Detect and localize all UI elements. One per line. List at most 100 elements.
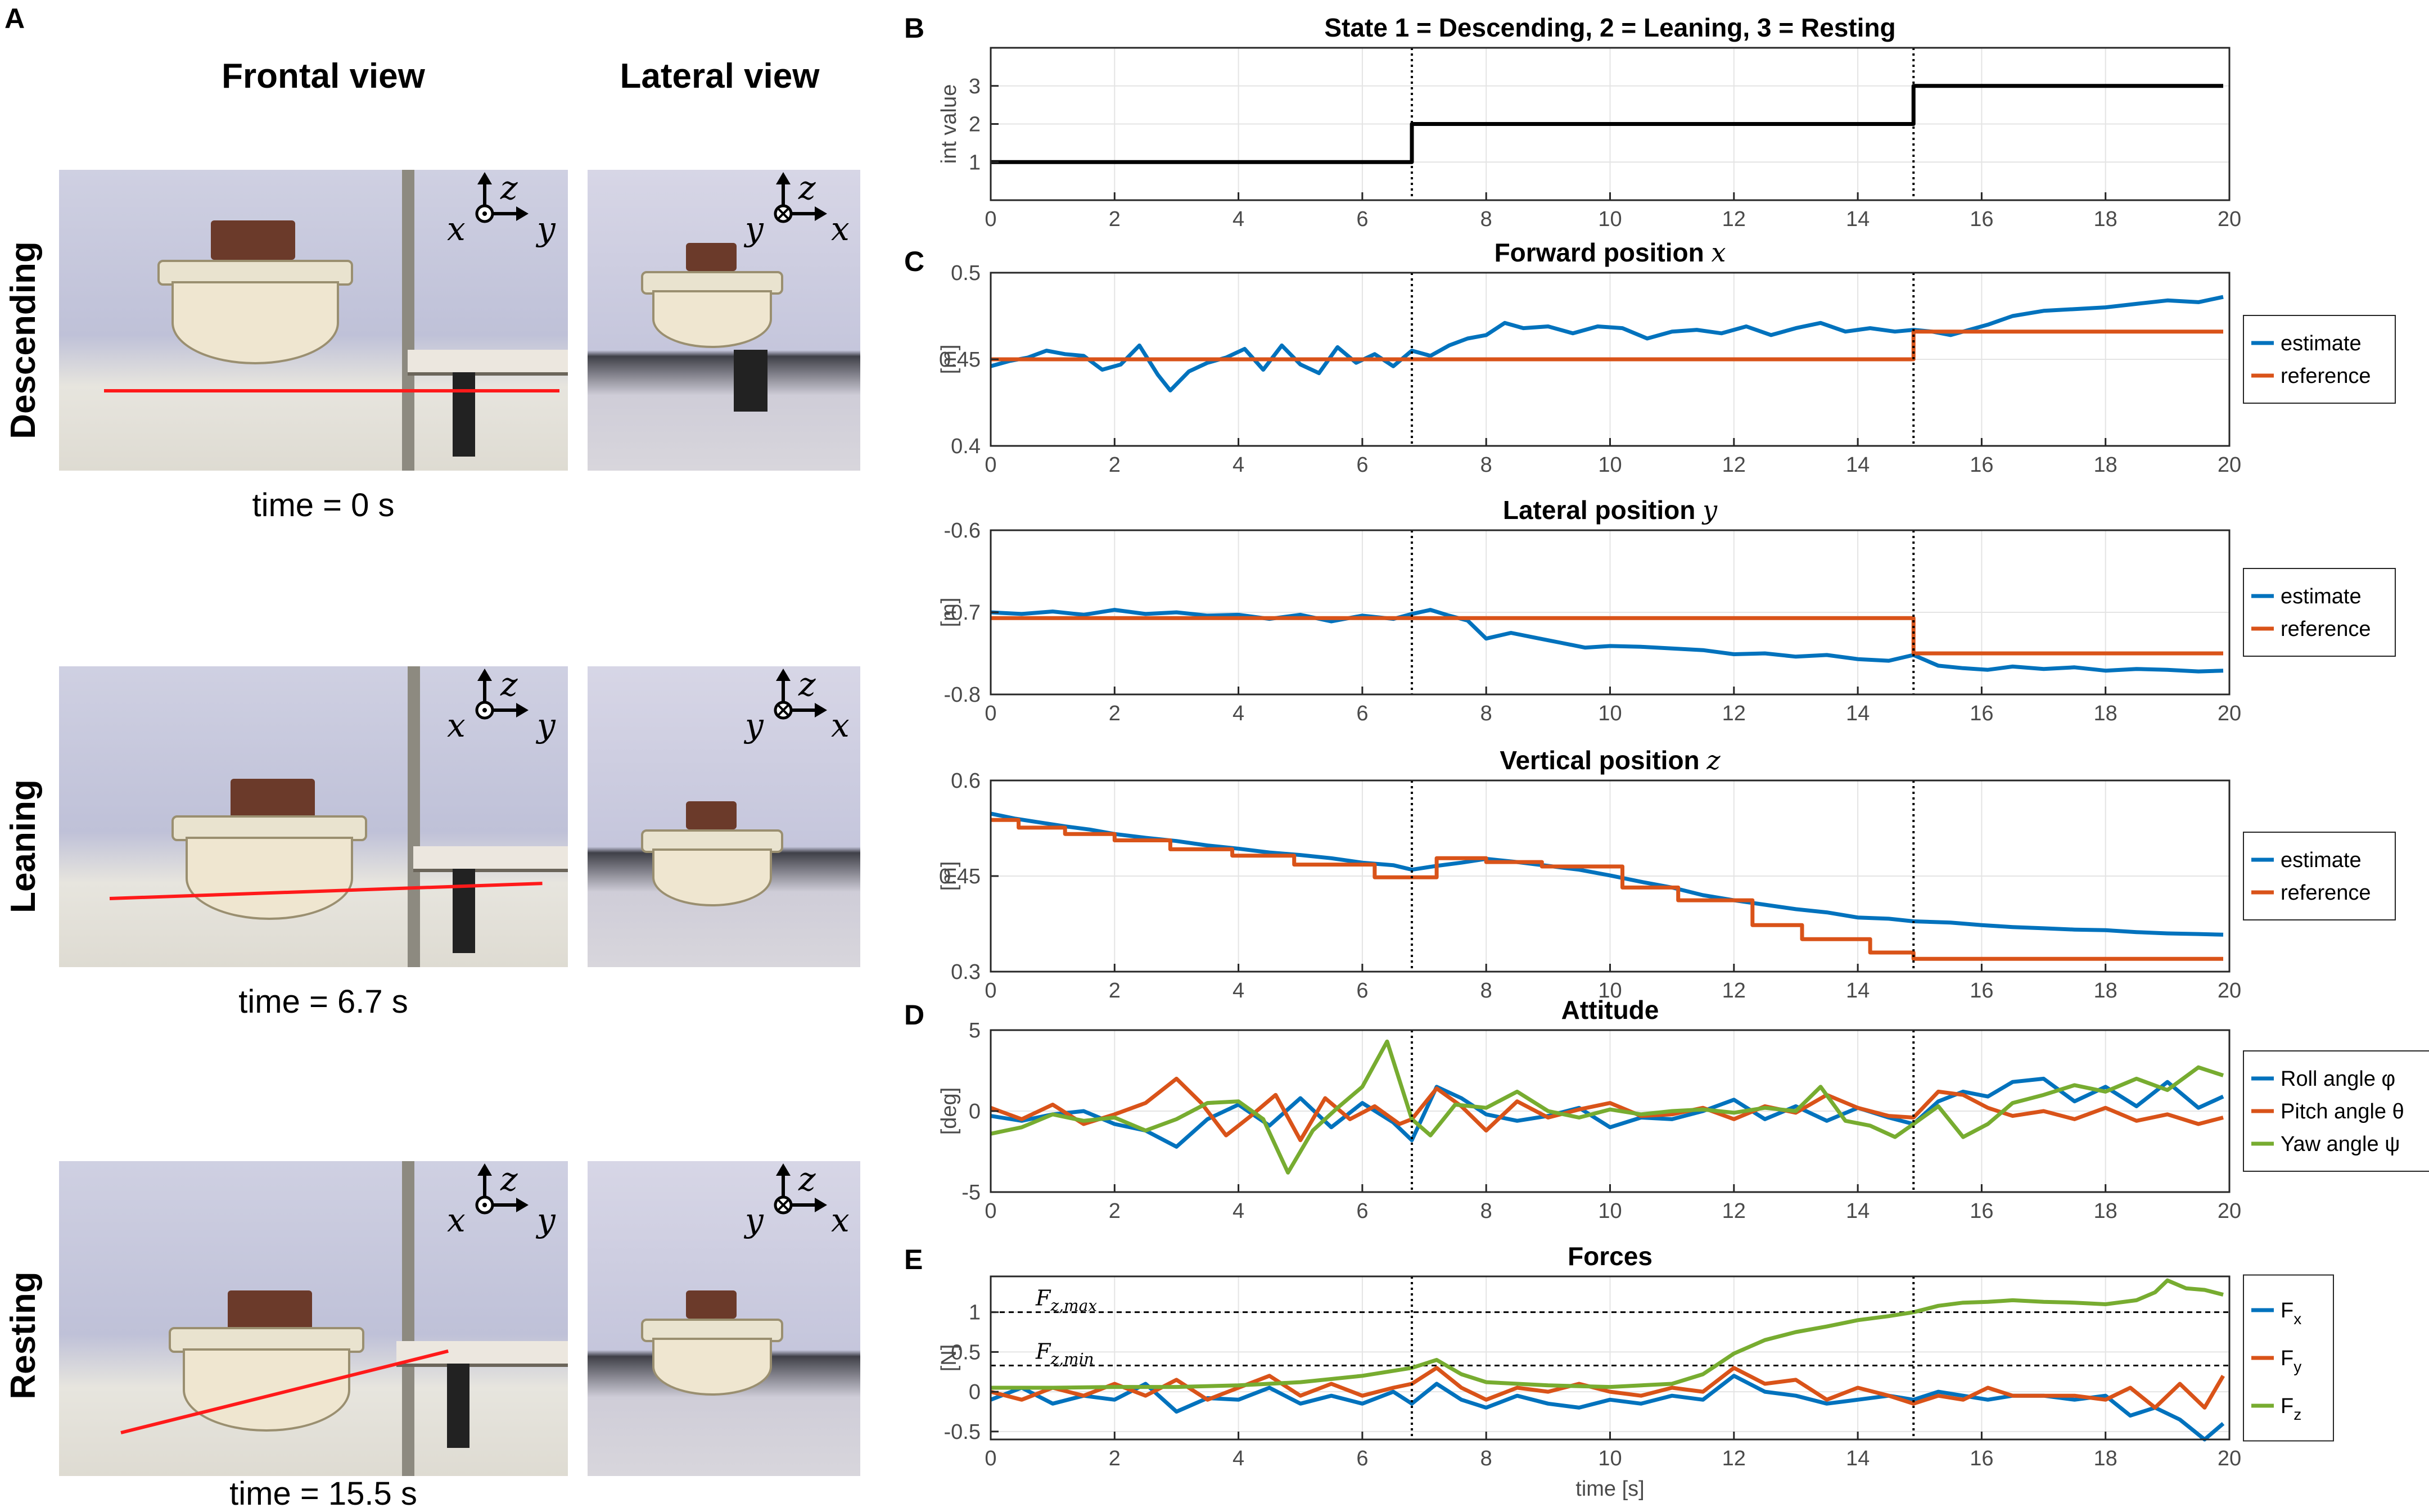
x-tick-label: 16: [1970, 702, 1993, 725]
series-line-estimate: [990, 608, 2224, 674]
y-tick-label: -0.6: [944, 519, 981, 543]
x-tick-label: 0: [985, 453, 996, 477]
legend-label: Roll angle φ: [2281, 1067, 2395, 1091]
legend-box: [2243, 832, 2396, 920]
y-tick-label: 0.5: [951, 261, 981, 285]
chart-D: D0 2 4 6 8 10 12 14 16 18 20-505Attitude[deg]Roll …: [904, 995, 2429, 1223]
x-tick-label: 14: [1846, 1199, 1870, 1223]
x-tick-label: 18: [2094, 1199, 2118, 1223]
y-tick-label: 2: [969, 113, 981, 137]
x-tick-label: 2: [1109, 1199, 1121, 1223]
series-line-reference: [991, 616, 2223, 656]
legend-label: Yaw angle ψ: [2281, 1132, 2400, 1156]
legend-label: Fy: [2281, 1347, 2301, 1375]
x-tick-label: 4: [1232, 207, 1244, 231]
threshold-label: Fz,min: [1035, 1339, 1094, 1368]
y-tick-label: 5: [969, 1019, 981, 1042]
y-tick-label: -0.5: [944, 1420, 981, 1444]
x-tick-label: 8: [1480, 702, 1492, 725]
x-tick-label: 8: [1480, 979, 1492, 1003]
y-tick-label: -5: [961, 1181, 981, 1204]
time-label-descending: time = 0 s: [252, 487, 395, 523]
x-tick-label: 8: [1480, 1199, 1492, 1223]
series-line-fz: [991, 1278, 2224, 1390]
legend-label: estimate: [2281, 848, 2362, 872]
legend: estimate reference: [2243, 568, 2396, 657]
x-tick-label: 12: [1722, 207, 1746, 231]
x-tick-label: 10: [1598, 453, 1622, 477]
x-tick-label: 18: [2094, 702, 2118, 725]
y-tick-label: 0.45: [939, 865, 981, 888]
y-tick-label: 1: [969, 151, 981, 174]
time-label-resting: time = 15.5 s: [229, 1475, 417, 1512]
lateral-photo-leaning: [588, 666, 860, 967]
x-tick-label: 6: [1356, 1199, 1368, 1223]
chart-C2: 0 2 4 6 8 10 12 14 16 18 20 -0.8 -0.7 -0.6 Lateral pos…: [937, 495, 2396, 725]
x-tick-label: 16: [1970, 1447, 1993, 1470]
y-tick-label: 0: [969, 1380, 981, 1404]
x-tick-label: 20: [2218, 1199, 2241, 1223]
series-line-fy: [990, 1366, 2225, 1410]
legend: estimate reference: [2243, 832, 2396, 920]
x-tick-label: 18: [2094, 1447, 2118, 1470]
y-tick-label: 0.5: [951, 1341, 981, 1364]
x-tick-label: 12: [1722, 453, 1746, 477]
legend-label: Fz: [2281, 1394, 2301, 1423]
x-tick-label: 8: [1480, 453, 1492, 477]
x-tick-label: 0: [985, 1199, 996, 1223]
y-tick-label: 3: [969, 75, 981, 98]
panel-label-d: D: [904, 999, 924, 1031]
y-tick-label: 0: [969, 1100, 981, 1123]
column-title-frontal: Frontal view: [222, 57, 425, 96]
chart-C1: C 0 2 4 6 8 10 12 14 16 18 20 0.4 0.45 0.5 Forward posi…: [904, 237, 2396, 477]
legend-label: Fx: [2281, 1299, 2301, 1328]
x-tick-label: 4: [1232, 1199, 1244, 1223]
x-tick-label: 4: [1232, 1447, 1244, 1470]
chart-title: Attitude: [1561, 995, 1659, 1024]
y-tick-label: 1: [969, 1301, 981, 1325]
panel-label-a: A: [4, 3, 25, 34]
column-title-lateral: Lateral view: [620, 57, 820, 96]
x-tick-label: 10: [1598, 702, 1622, 725]
series-line-reference: [991, 818, 2223, 961]
x-tick-label: 0: [985, 1447, 996, 1470]
panel-label-b: B: [904, 12, 924, 44]
x-tick-label: 10: [1598, 207, 1622, 231]
legend-box: [2243, 315, 2396, 404]
legend-label: estimate: [2281, 585, 2362, 608]
chart-title: Vertical position z: [1500, 745, 1721, 775]
x-tick-label: 14: [1846, 1447, 1870, 1470]
x-tick-label: 16: [1970, 979, 1993, 1003]
chart-title: Forward position x: [1495, 237, 1726, 268]
x-tick-label: 0: [985, 702, 996, 725]
x-tick-label: 4: [1232, 702, 1244, 725]
x-tick-label: 12: [1722, 979, 1746, 1003]
legend: estimate reference: [2243, 315, 2396, 404]
x-tick-label: 20: [2218, 207, 2241, 231]
y-tick-label: 0.45: [939, 348, 981, 372]
x-axis-label: time [s]: [1575, 1477, 1644, 1501]
x-tick-label: 18: [2094, 453, 2118, 477]
x-tick-label: 18: [2094, 207, 2118, 231]
legend-label: Pitch angle θ: [2281, 1100, 2404, 1123]
series-line-state: [991, 84, 2223, 164]
x-tick-label: 2: [1109, 207, 1121, 231]
y-axis-label: [m]: [937, 861, 961, 891]
threshold-label: Fz,max: [1035, 1286, 1097, 1315]
x-tick-label: 10: [1598, 1447, 1622, 1470]
x-tick-label: 4: [1232, 453, 1244, 477]
y-tick-label: 0.3: [951, 960, 981, 984]
x-tick-label: 2: [1109, 979, 1121, 1003]
lateral-photo-descending: [588, 170, 860, 471]
x-tick-label: 8: [1480, 1447, 1492, 1470]
x-tick-label: 10: [1598, 1199, 1622, 1223]
legend-label: reference: [2281, 881, 2371, 905]
chart-title: State 1 = Descending, 2 = Leaning, 3 = R…: [1324, 13, 1895, 42]
x-tick-label: 14: [1846, 207, 1870, 231]
y-tick-label: -0.7: [944, 601, 981, 625]
x-tick-label: 6: [1356, 453, 1368, 477]
y-axis-label: [m]: [937, 345, 961, 374]
